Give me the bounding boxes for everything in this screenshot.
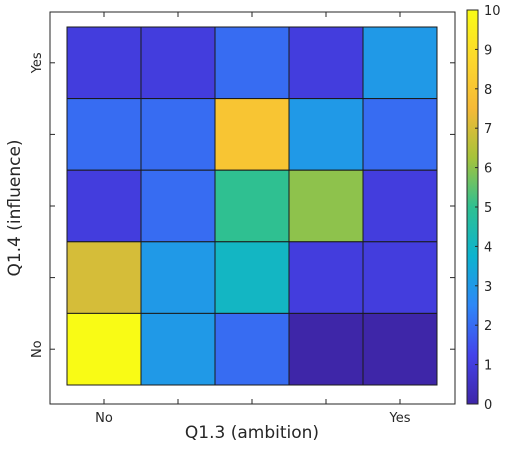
y-tick-labels: No Yes: [30, 52, 45, 358]
y-axis-label: Q1.4 (influence): [5, 139, 25, 276]
heatmap-cell: [214, 26, 290, 100]
colorbar-tick-label: 6: [484, 162, 492, 177]
heatmap-cell: [66, 98, 142, 171]
heatmap-cell: [288, 169, 364, 243]
heatmap-cell: [66, 241, 142, 314]
heatmap-cell: [140, 26, 216, 100]
heatmap-cells: [66, 26, 438, 386]
heatmap-cell: [214, 169, 290, 243]
heatmap-cell: [288, 312, 364, 386]
heatmap-cell: [362, 26, 438, 100]
heatmap-cell: [288, 26, 364, 100]
colorbar-tick-label: 1: [484, 359, 492, 374]
heatmap-cell: [66, 26, 142, 100]
colorbar-tick-label: 0: [484, 398, 492, 413]
heatmap-cell: [288, 98, 364, 171]
x-tick-label: No: [95, 411, 113, 426]
colorbar-tick-label: 9: [484, 43, 492, 58]
heatmap-cell: [140, 169, 216, 243]
heatmap-cell: [140, 312, 216, 386]
heatmap-cell: [140, 98, 216, 171]
axis-ticks: [50, 12, 455, 404]
x-tick-labels: No Yes: [95, 411, 411, 426]
colorbar-tick-label: 8: [484, 83, 492, 98]
colorbar-tick-label: 3: [484, 280, 492, 295]
colorbar-tick-label: 5: [484, 201, 492, 216]
colorbar-tick-label: 7: [484, 122, 492, 137]
heatmap-cell: [214, 312, 290, 386]
heatmap-cell: [214, 98, 290, 171]
heatmap-cell: [66, 169, 142, 243]
y-tick-label: No: [30, 340, 45, 358]
x-axis-label: Q1.3 (ambition): [185, 423, 319, 443]
colorbar-ticks: 0 1 2 3 4 5 6 7 8 9 10: [475, 4, 501, 413]
heatmap-cell: [362, 241, 438, 314]
heatmap-cell: [362, 312, 438, 386]
heatmap-cell: [66, 312, 142, 386]
y-tick-label: Yes: [30, 52, 45, 74]
heatmap-cell: [362, 98, 438, 171]
colorbar-tick-label: 4: [484, 240, 492, 255]
heatmap-cell: [214, 241, 290, 314]
heatmap-cell: [288, 241, 364, 314]
colorbar-tick-label: 10: [484, 4, 501, 19]
heatmap-cell: [140, 241, 216, 314]
colorbar-tick-label: 2: [484, 319, 492, 334]
x-tick-label: Yes: [389, 411, 411, 426]
heatmap-cell: [362, 169, 438, 243]
